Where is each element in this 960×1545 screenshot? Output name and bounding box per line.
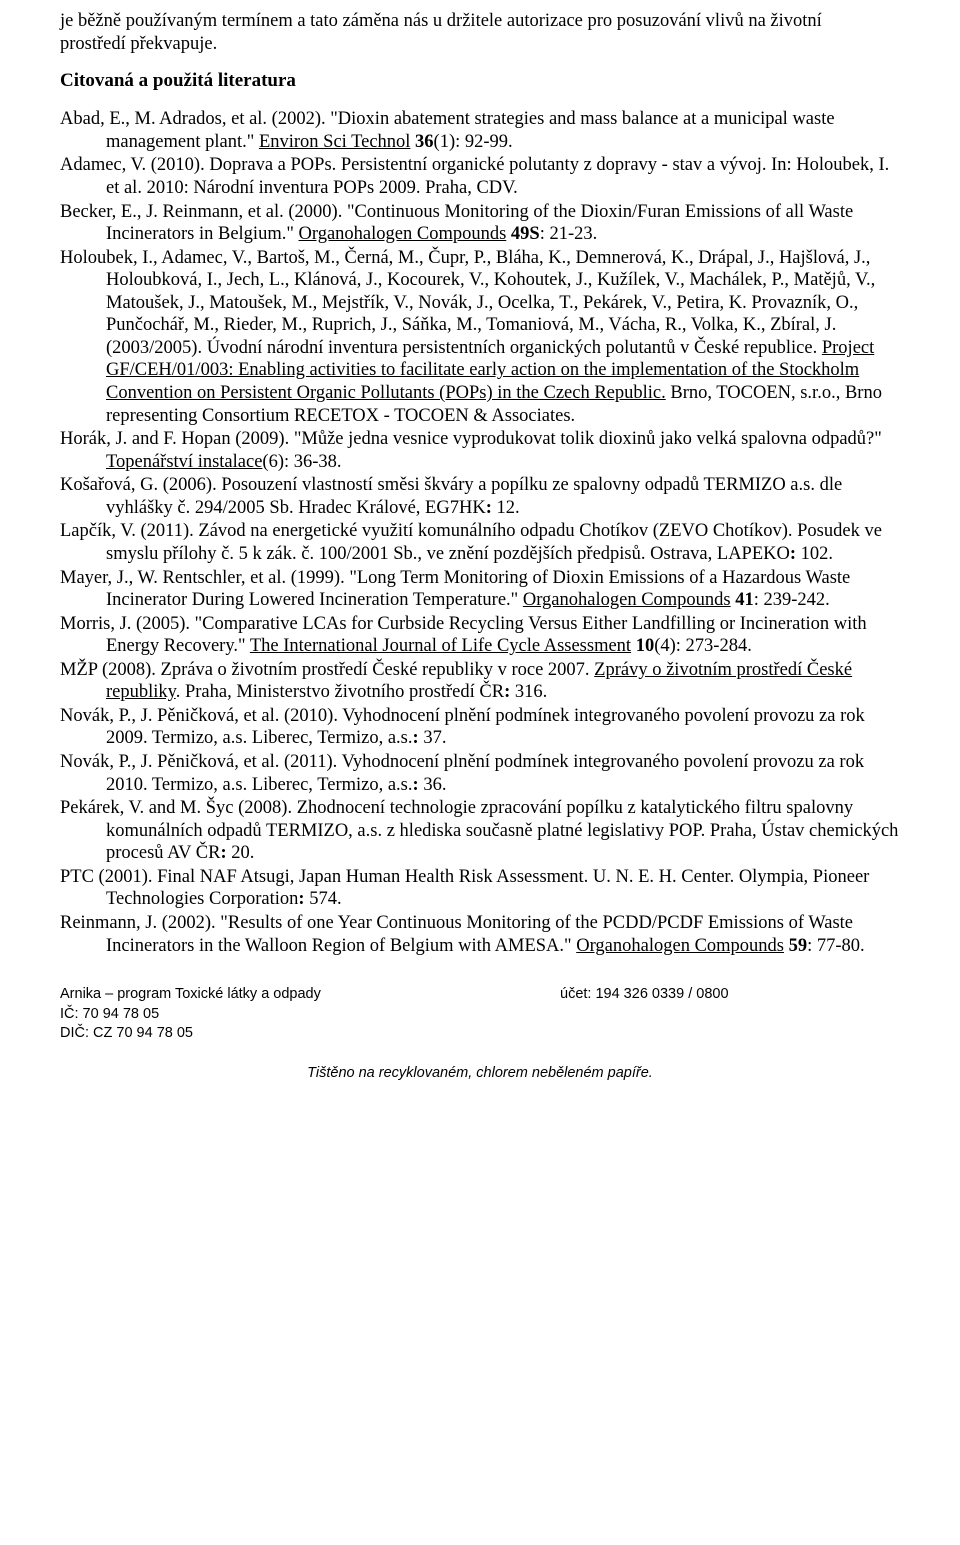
ref-text: Horák, J. and F. Hopan (2009). "Může jed… — [60, 429, 882, 449]
ref-text: (1): 92-99. — [434, 132, 513, 152]
ref-journal: Organohalogen Compounds — [299, 224, 507, 244]
ref-ptc-2001: PTC (2001). Final NAF Atsugi, Japan Huma… — [60, 866, 900, 911]
ref-lapcik-2011: Lapčík, V. (2011). Závod na energetické … — [60, 520, 900, 565]
ref-holoubek-2003: Holoubek, I., Adamec, V., Bartoš, M., Če… — [60, 247, 900, 428]
intro-text-2: prostředí překvapuje. — [60, 34, 217, 54]
ref-adamec-2010: Adamec, V. (2010). Doprava a POPs. Persi… — [60, 154, 900, 199]
page: je běžně používaným termínem a tato zámě… — [0, 0, 960, 1545]
ref-novak-2010: Novák, P., J. Pěničková, et al. (2010). … — [60, 705, 900, 750]
intro-text-1: je běžně používaným termínem a tato zámě… — [60, 11, 822, 31]
footer-print-note: Tištěno na recyklovaném, chlorem nebělen… — [60, 1064, 900, 1084]
ref-abad-2002: Abad, E., M. Adrados, et al. (2002). "Di… — [60, 108, 900, 153]
ref-journal: Topenářství instalace — [106, 452, 262, 472]
section-heading: Citovaná a použitá literatura — [60, 69, 900, 92]
ref-reinmann-2002: Reinmann, J. (2002). "Results of one Yea… — [60, 912, 900, 957]
footer-org: Arnika – program Toxické látky a odpady — [60, 985, 560, 1005]
ref-journal: Environ Sci Technol — [259, 132, 410, 152]
ref-text: MŽP (2008). Zpráva o životním prostředí … — [60, 660, 594, 680]
ref-vol: 10 — [636, 636, 655, 656]
ref-journal: Organohalogen Compounds — [576, 936, 784, 956]
ref-mayer-1999: Mayer, J., W. Rentschler, et al. (1999).… — [60, 567, 900, 612]
ref-novak-2011: Novák, P., J. Pěničková, et al. (2011). … — [60, 751, 900, 796]
ref-text: : 77-80. — [807, 936, 865, 956]
ref-text: 102. — [796, 544, 833, 564]
ref-vol: 49S — [511, 224, 540, 244]
ref-text: PTC (2001). Final NAF Atsugi, Japan Huma… — [60, 867, 869, 910]
ref-text: . Praha, Ministerstvo životního prostřed… — [176, 682, 504, 702]
ref-text: Adamec, V. (2010). Doprava a POPs. Persi… — [60, 155, 889, 198]
ref-text: (4): 273-284. — [654, 636, 752, 656]
ref-text: Novák, P., J. Pěničková, et al. (2011). … — [60, 752, 864, 795]
ref-vol: 41 — [735, 590, 754, 610]
ref-text: Novák, P., J. Pěničková, et al. (2010). … — [60, 706, 865, 749]
ref-text: 12. — [492, 498, 520, 518]
ref-mzp-2008: MŽP (2008). Zpráva o životním prostředí … — [60, 659, 900, 704]
ref-text: Košařová, G. (2006). Posouzení vlastnost… — [60, 475, 842, 518]
ref-text: 20. — [227, 843, 255, 863]
ref-text: Lapčík, V. (2011). Závod na energetické … — [60, 521, 882, 564]
ref-text: Pekárek, V. and M. Šyc (2008). Zhodnocen… — [60, 798, 898, 863]
ref-kosarova-2006: Košařová, G. (2006). Posouzení vlastnost… — [60, 474, 900, 519]
footer-ic: IČ: 70 94 78 05 — [60, 1005, 560, 1025]
ref-journal: Organohalogen Compounds — [523, 590, 731, 610]
ref-morris-2005: Morris, J. (2005). "Comparative LCAs for… — [60, 613, 900, 658]
ref-vol: 36 — [415, 132, 434, 152]
ref-horak-2009: Horák, J. and F. Hopan (2009). "Může jed… — [60, 428, 900, 473]
ref-journal: The International Journal of Life Cycle … — [250, 636, 631, 656]
footer-account: účet: 194 326 0339 / 0800 — [560, 985, 900, 1005]
references-list: Abad, E., M. Adrados, et al. (2002). "Di… — [60, 108, 900, 957]
ref-text: 316. — [510, 682, 547, 702]
ref-becker-2000: Becker, E., J. Reinmann, et al. (2000). … — [60, 201, 900, 246]
ref-text: : 21-23. — [540, 224, 598, 244]
ref-text: (6): 36-38. — [262, 452, 341, 472]
ref-text: 36. — [419, 775, 447, 795]
footer-dic: DIČ: CZ 70 94 78 05 — [60, 1024, 560, 1044]
ref-pekarek-2008: Pekárek, V. and M. Šyc (2008). Zhodnocen… — [60, 797, 900, 865]
ref-text: Holoubek, I., Adamec, V., Bartoš, M., Če… — [60, 248, 875, 358]
intro-paragraph: je běžně používaným termínem a tato zámě… — [60, 10, 900, 55]
page-footer: Arnika – program Toxické látky a odpady … — [60, 985, 900, 1083]
ref-text: 37. — [419, 728, 447, 748]
ref-text: 574. — [305, 889, 342, 909]
ref-text: : 239-242. — [754, 590, 830, 610]
ref-vol: 59 — [789, 936, 808, 956]
